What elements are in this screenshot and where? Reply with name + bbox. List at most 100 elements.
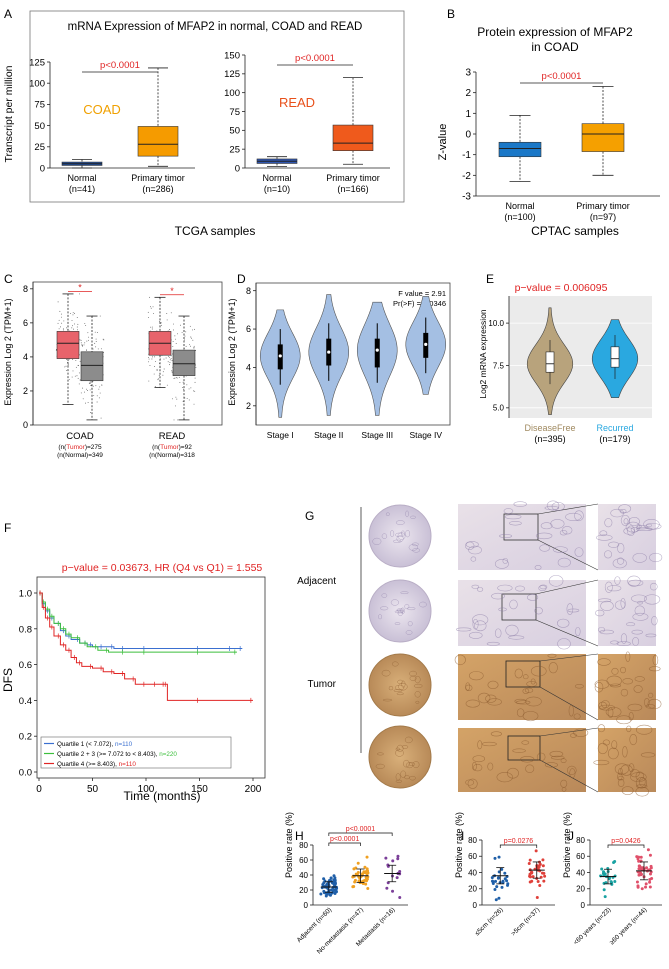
- panel-c-jitter-dot: [195, 366, 197, 368]
- tissue-gland: [454, 654, 466, 666]
- tissue-gland: [605, 706, 622, 718]
- tissue-gland: [494, 628, 502, 638]
- panel-d-y-tick-label: 4: [246, 363, 251, 373]
- tissue-core-detail: [395, 520, 405, 525]
- tissue-gland: [530, 665, 547, 677]
- panel-g-texture: [372, 500, 663, 797]
- panel-e-group-name: DiseaseFree: [524, 423, 575, 433]
- panel-f-x-tick-label: 100: [138, 784, 155, 795]
- panel-j-ylabel: Positive rate (%): [562, 812, 572, 878]
- panel-c-jitter-dot: [79, 339, 81, 341]
- panel-c-jitter-dot: [71, 327, 73, 329]
- tissue-gland: [496, 771, 513, 783]
- tissue-gland: [468, 545, 482, 555]
- panel-c-jitter-dot: [95, 346, 97, 348]
- panel-h-bracket-2: [328, 832, 393, 836]
- tissue-core-detail: [396, 608, 404, 612]
- panel-c-jitter-dot: [175, 376, 177, 378]
- panel-c-jitter-dot: [148, 358, 150, 360]
- panel-i-bracket: [499, 844, 538, 848]
- panel-h-dot: [364, 882, 368, 886]
- panel-c-jitter-dot: [89, 382, 91, 384]
- tissue-gland: [598, 701, 607, 710]
- panel-c-jitter-dot: [98, 388, 100, 390]
- panel-c-jitter-dot: [190, 387, 192, 389]
- panel-c-jitter-dot: [76, 326, 78, 328]
- panel-j-dot: [609, 880, 613, 884]
- panel-c-jitter-dot: [80, 342, 82, 344]
- tissue-core-detail: [404, 775, 410, 780]
- tissue-gland: [630, 527, 639, 533]
- tissue-gland: [604, 518, 613, 528]
- panel-i-dot: [534, 849, 538, 853]
- panel-c-jitter-dot: [102, 338, 104, 340]
- tissue-gland: [465, 682, 471, 691]
- panel-c-jitter-dot: [74, 375, 76, 377]
- panel-c-jitter-dot: [162, 374, 164, 376]
- tissue-gland: [490, 731, 502, 737]
- panel-c-n-prefix: (n(: [152, 444, 161, 451]
- tissue-gland: [536, 752, 546, 762]
- panel-i-dot: [541, 864, 545, 868]
- panel-j-plot: 0 20 40 60 80 <60 years (n=23)≥60 years (n=44…: [572, 836, 662, 946]
- panel-c-jitter-dot: [94, 331, 96, 333]
- panel-a-1-y-tick-label: 150: [224, 50, 240, 61]
- panel-f-y-tick-label: 0.8: [19, 624, 32, 635]
- tissue-gland: [491, 592, 505, 600]
- panel-f-legend-n: n=110: [115, 741, 133, 748]
- panel-a-group-n: (n=286): [142, 184, 173, 194]
- panel-h-dot: [363, 865, 367, 869]
- panel-c-normal-word: Normal: [65, 452, 87, 459]
- tissue-gland: [534, 565, 542, 570]
- panel-g-tumor-label: Tumor: [307, 679, 336, 690]
- adjacent-zoom-line-2b: [535, 619, 599, 647]
- panel-c-jitter-dot: [194, 390, 196, 392]
- panel-i-dot: [497, 855, 501, 859]
- panel-j-y-tick-label: 20: [576, 885, 585, 894]
- tissue-gland: [539, 544, 550, 552]
- tissue-gland: [472, 618, 479, 630]
- panel-j-dot: [644, 885, 648, 889]
- tissue-gland: [594, 681, 604, 693]
- tissue-core-detail: [381, 669, 391, 677]
- panel-f-km-curve: [39, 592, 237, 653]
- panel-i-dot: [542, 879, 546, 883]
- tissue-gland: [625, 521, 641, 533]
- panel-j-dot: [602, 888, 606, 892]
- tissue-core-detail: [405, 510, 409, 518]
- panel-e-box: [545, 351, 555, 373]
- panel-c-jitter-dot: [150, 326, 152, 328]
- tissue-gland: [623, 518, 629, 525]
- tissue-gland: [540, 522, 553, 530]
- tissue-gland: [614, 600, 626, 610]
- panel-c-jitter-dot: [190, 345, 191, 347]
- panel-j-dot: [637, 855, 641, 859]
- tissue-gland: [467, 778, 478, 789]
- tissue-gland: [629, 769, 640, 778]
- panel-c-jitter-dot: [153, 373, 155, 375]
- panel-i-dot: [531, 875, 535, 879]
- panel-c-jitter-dot: [86, 340, 88, 342]
- tissue-gland: [468, 631, 483, 639]
- panel-c-jitter-dot: [152, 306, 154, 308]
- tumor-zoom-2: [598, 728, 656, 792]
- panel-c-jitter-dot: [95, 341, 97, 343]
- panel-b-y-tick-label: 1: [465, 109, 471, 120]
- tumor-zoom-box-2: [507, 735, 541, 761]
- panel-j-y-tick-label: 0: [581, 901, 586, 910]
- panel-c-jitter-dot: [184, 397, 186, 399]
- panel-c-jitter-dot: [71, 376, 73, 378]
- tissue-gland: [622, 678, 634, 685]
- panel-h-y-tick-label: 80: [299, 841, 308, 850]
- panel-c-jitter-dot: [99, 386, 101, 388]
- panel-c-jitter-dot: [55, 349, 57, 351]
- tissue-core-detail: [403, 759, 410, 768]
- panel-c-normal-n: (n(Normal)=318: [149, 452, 195, 459]
- tissue-gland: [465, 541, 479, 548]
- tissue-core-detail: [385, 512, 390, 516]
- panel-f-x-tick-label: 0: [36, 784, 42, 795]
- tissue-gland: [594, 679, 610, 689]
- panel-c-jitter-dot: [65, 370, 67, 371]
- tissue-gland: [514, 698, 527, 704]
